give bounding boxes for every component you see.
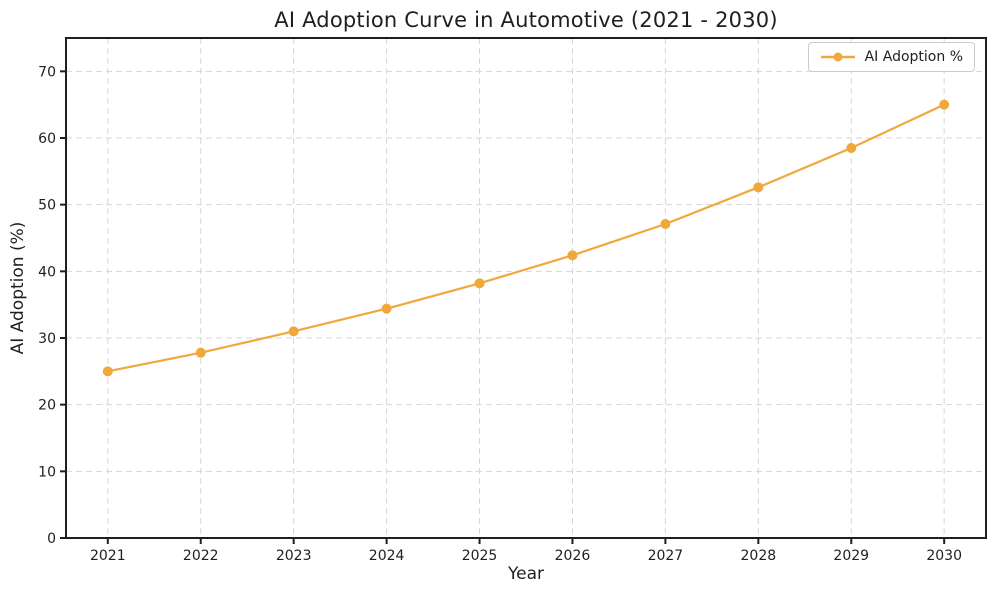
y-axis-label: AI Adoption (%) — [8, 221, 28, 355]
x-tick-label: 2023 — [276, 548, 312, 564]
legend-label: AI Adoption % — [864, 49, 963, 65]
legend: AI Adoption % — [807, 42, 975, 72]
y-tick-label: 60 — [38, 131, 56, 147]
axes-spines — [65, 37, 987, 539]
data-point-marker — [195, 347, 206, 358]
x-tick-label: 2021 — [90, 548, 126, 564]
x-tick-label: 2028 — [741, 548, 777, 564]
y-tick-label: 20 — [38, 398, 56, 414]
data-line — [106, 103, 946, 373]
data-point-marker — [102, 366, 113, 377]
x-axis-label: Year — [508, 564, 544, 584]
y-tick-label: 30 — [38, 331, 56, 347]
data-point-marker — [288, 326, 299, 337]
data-point-marker — [660, 219, 671, 229]
data-point-marker — [846, 143, 857, 153]
x-tick-label: 2030 — [926, 548, 962, 564]
y-tick-label: 50 — [38, 198, 56, 214]
data-point-marker — [474, 278, 485, 289]
chart-title: AI Adoption Curve in Automotive (2021 - … — [274, 8, 778, 32]
y-tick-label: 0 — [47, 531, 56, 547]
y-tick-label: 70 — [38, 64, 56, 80]
data-point-marker — [939, 99, 950, 110]
data-point-marker — [381, 303, 392, 314]
y-tick-label: 40 — [38, 264, 56, 280]
legend-line-sample — [820, 52, 855, 62]
x-tick-label: 2022 — [183, 548, 219, 564]
data-point-marker — [567, 250, 578, 261]
x-tick-label: 2027 — [648, 548, 684, 564]
x-tick-label: 2026 — [555, 548, 591, 564]
y-tick-label: 10 — [38, 464, 56, 480]
x-tick-label: 2025 — [462, 548, 498, 564]
data-point-marker — [753, 182, 764, 193]
x-tick-label: 2029 — [833, 548, 869, 564]
x-tick-label: 2024 — [369, 548, 405, 564]
legend-marker-icon — [833, 52, 843, 62]
